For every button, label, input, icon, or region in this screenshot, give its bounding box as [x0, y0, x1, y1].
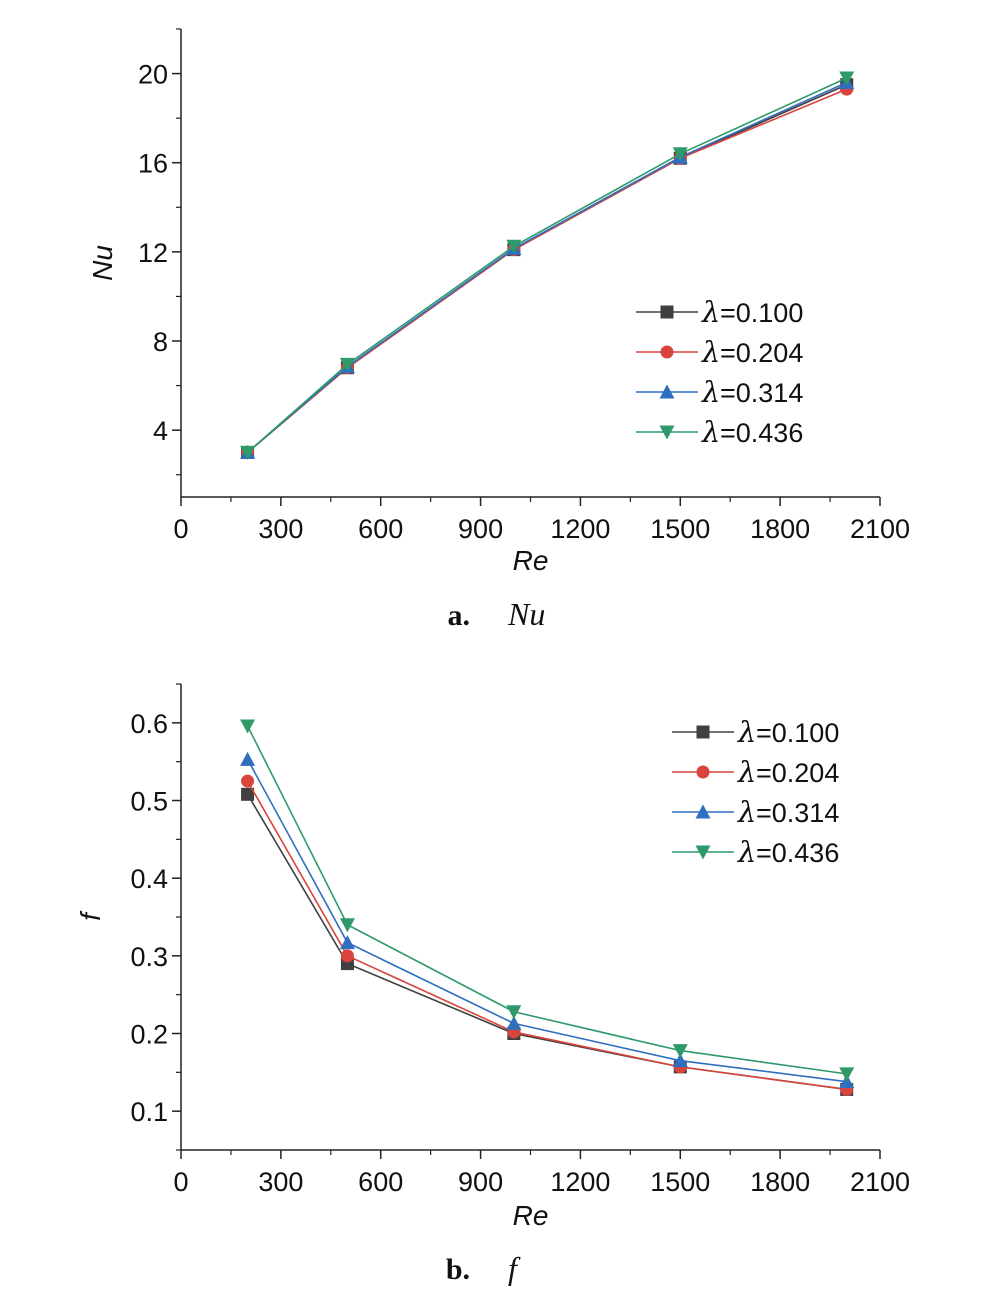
figure-caption: a. Nu: [448, 596, 546, 632]
legend-label: =0.204: [756, 758, 839, 788]
x-tick-label: 0: [173, 1167, 188, 1197]
legend-marker: [695, 804, 711, 819]
data-point: [240, 445, 256, 460]
legend-marker: [696, 765, 710, 779]
legend-marker: [695, 845, 711, 860]
legend-marker: [659, 384, 675, 399]
chart-f: 0 300 600 900 1200 1500 1800 2100 0.1 0.2 0.3 0.4 0.…: [75, 683, 910, 1286]
x-tick-label: 600: [358, 514, 403, 544]
data-point: [241, 774, 255, 788]
figure-caption: b. f: [446, 1250, 521, 1286]
series-4: [240, 71, 855, 460]
y-tick-label: 0.5: [130, 787, 168, 817]
y-tick-label: 0.4: [130, 864, 168, 894]
data-point: [672, 1044, 688, 1059]
data-point: [506, 239, 522, 254]
data-point: [240, 751, 256, 766]
legend-label: =0.436: [720, 418, 803, 448]
legend-label: =0.204: [720, 338, 803, 368]
legend-marker: [660, 305, 674, 319]
x-tick-label: 1800: [750, 514, 810, 544]
data-point: [339, 918, 355, 933]
x-axis-label: Re: [513, 1200, 549, 1231]
legend-marker: [696, 725, 710, 739]
legend-lambda: λ: [701, 335, 720, 369]
data-point: [839, 71, 855, 86]
x-tick-label: 2100: [850, 514, 910, 544]
y-tick-label: 12: [138, 238, 168, 268]
data-point: [340, 949, 354, 963]
series-1: [241, 787, 854, 1096]
legend-lambda: λ: [701, 295, 720, 329]
caption-letter: a.: [448, 599, 471, 632]
data-point: [339, 935, 355, 950]
x-tick-label: 300: [258, 514, 303, 544]
y-tick-label: 0.1: [130, 1097, 168, 1127]
x-tick-label: 600: [358, 1167, 403, 1197]
caption-variable: f: [508, 1250, 521, 1286]
y-tick-label: 0.3: [130, 942, 168, 972]
y-tick-label: 20: [138, 60, 168, 90]
caption-letter: b.: [446, 1253, 470, 1286]
data-point: [839, 1067, 855, 1082]
data-point: [672, 1053, 688, 1068]
legend-label: =0.100: [756, 718, 839, 748]
y-tick-label: 16: [138, 149, 168, 179]
x-tick-label: 0: [173, 514, 188, 544]
legend-lambda: λ: [737, 835, 756, 869]
x-tick-label: 2100: [850, 1167, 910, 1197]
series-4: [240, 719, 855, 1082]
x-tick-label: 900: [458, 514, 503, 544]
legend-lambda: λ: [701, 375, 720, 409]
legend-label: =0.314: [756, 798, 839, 828]
legend-label: =0.314: [720, 378, 803, 408]
y-tick-label: 0.6: [130, 709, 168, 739]
legend-label: =0.436: [756, 838, 839, 868]
legend-lambda: λ: [737, 795, 756, 829]
data-point: [672, 147, 688, 162]
x-tick-label: 1500: [650, 1167, 710, 1197]
legend-marker: [660, 345, 674, 359]
data-point: [240, 719, 256, 734]
y-tick-label: 8: [153, 327, 168, 357]
y-tick-label: 4: [153, 416, 168, 446]
y-axis-label: f: [75, 910, 106, 921]
data-point: [339, 357, 355, 372]
x-tick-label: 1500: [650, 514, 710, 544]
data-point: [506, 1015, 522, 1030]
legend-marker: [659, 425, 675, 440]
data-point: [241, 787, 255, 801]
x-tick-label: 300: [258, 1167, 303, 1197]
x-axis-label: Re: [513, 545, 549, 576]
x-tick-label: 900: [458, 1167, 503, 1197]
data-point: [506, 1005, 522, 1020]
x-tick-label: 1200: [550, 1167, 610, 1197]
x-tick-label: 1800: [750, 1167, 810, 1197]
legend-lambda: λ: [737, 755, 756, 789]
y-tick-label: 0.2: [130, 1020, 168, 1050]
legend-lambda: λ: [737, 715, 756, 749]
x-tick-label: 1200: [550, 514, 610, 544]
y-axis-label: Nu: [87, 245, 118, 281]
legend-label: =0.100: [720, 298, 803, 328]
legend-lambda: λ: [701, 415, 720, 449]
caption-variable: Nu: [507, 596, 545, 632]
